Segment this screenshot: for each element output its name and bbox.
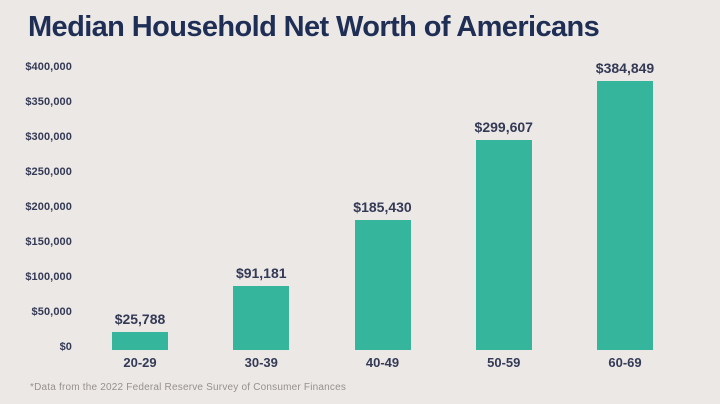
y-axis-tick-label: $0 [59, 341, 72, 353]
bar-value-label: $91,181 [235, 265, 287, 281]
x-axis-category-label: 30-39 [244, 355, 278, 370]
bar-40-49 [354, 220, 411, 350]
chart-title: Median Household Net Worth of Americans [28, 11, 600, 43]
x-axis-category-label: 20-29 [123, 355, 157, 370]
bar-value-label: $185,430 [353, 199, 412, 215]
x-axis-category-label: 50-59 [487, 355, 521, 370]
y-axis-tick-label: $150,000 [25, 236, 72, 248]
bar-value-label: $299,607 [474, 119, 533, 135]
y-axis-tick-label: $100,000 [25, 271, 72, 283]
y-axis-tick-label: $50,000 [31, 306, 72, 318]
y-axis-tick-label: $350,000 [25, 96, 72, 108]
bar-value-label: $25,788 [114, 311, 166, 327]
x-axis-category-label: 40-49 [365, 355, 400, 370]
y-axis-tick-label: $300,000 [25, 131, 72, 143]
bar-20-29 [112, 332, 168, 350]
bar-60-69 [597, 81, 653, 350]
source-footnote: *Data from the 2022 Federal Reserve Surv… [30, 382, 347, 393]
x-axis-category-label: 60-69 [608, 355, 642, 370]
y-axis-tick-label: $250,000 [25, 166, 72, 178]
bar-value-label: $384,849 [595, 60, 655, 76]
bar-30-39 [233, 286, 290, 350]
y-axis-tick-label: $200,000 [25, 201, 72, 213]
y-axis-tick-label: $400,000 [25, 61, 72, 73]
bar-50-59 [475, 140, 532, 350]
